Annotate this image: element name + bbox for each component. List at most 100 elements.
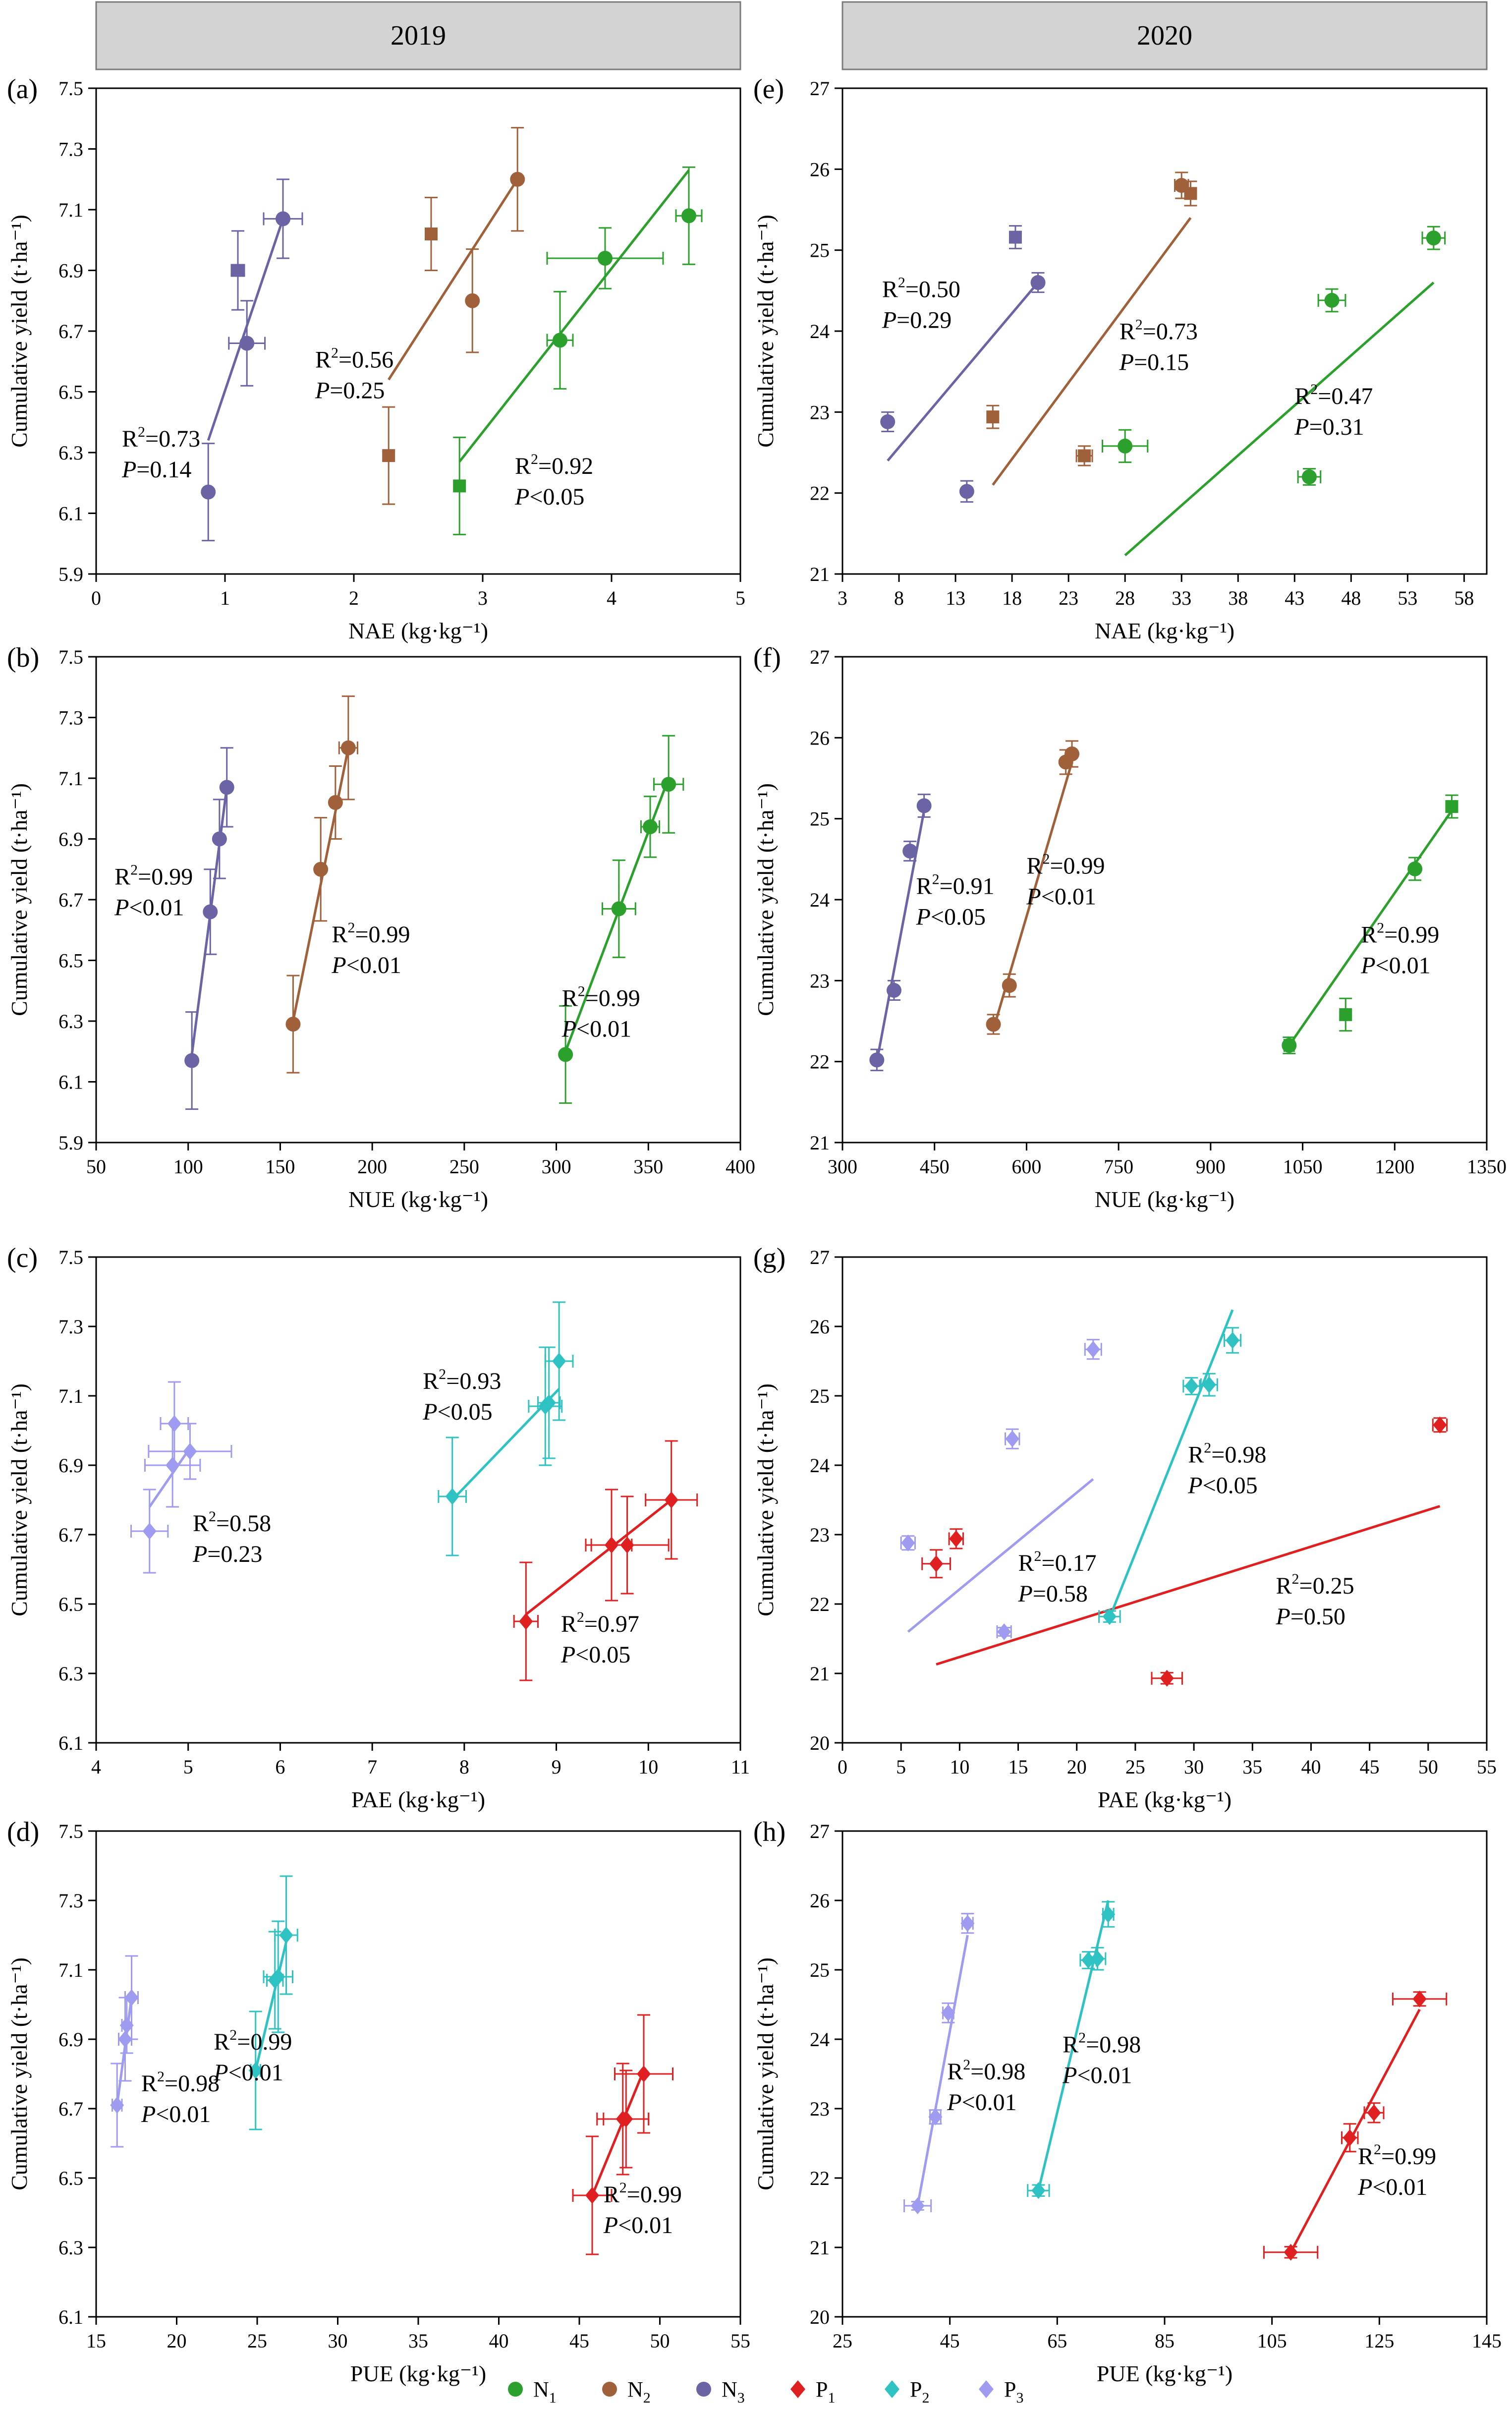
panel-e-point-N3: [1030, 272, 1046, 293]
panel-a-point-N2: [382, 406, 395, 505]
panel-g-xtick-label: 40: [1301, 1756, 1321, 1778]
panel-c-marker-diamond: [519, 1613, 533, 1630]
panel-c-xtick-label: 4: [91, 1756, 101, 1778]
panel-e-annotation-p: P=0.15: [1119, 349, 1189, 375]
panel-d-label: (d): [7, 1817, 39, 1847]
panel-c-marker-diamond: [183, 1443, 197, 1460]
panel-h-xlabel: PUE (kg·kg⁻¹): [1097, 2361, 1232, 2386]
panel-g-annotation-r2: R2=0.25: [1276, 1571, 1354, 1599]
panel-a-marker-square: [231, 264, 244, 277]
panel-a-xtick-label: 1: [220, 587, 230, 609]
panel-d-point-P2: [274, 1875, 298, 1995]
panel-a-point-N2: [425, 197, 438, 271]
panel-f-ytick-label: 21: [810, 1132, 830, 1154]
panel-g-annotation-r2: R2=0.17: [1018, 1548, 1097, 1576]
panel-b-xtick-label: 250: [449, 1155, 479, 1178]
panel-f-label: (f): [753, 642, 781, 673]
panel-g-series-P2: [1098, 1309, 1242, 1625]
panel-a-annotation-sup: 2: [331, 345, 338, 361]
panel-h-fit-line-P3: [916, 1935, 969, 2206]
panel-f-point-N3: [869, 1048, 885, 1072]
panel-a-xtick-label: 2: [349, 587, 359, 609]
panel-e-point-N1: [1102, 429, 1149, 463]
panel-d-annotation-r2-value: =0.99: [237, 2029, 292, 2055]
panel-g-xlabel: PAE (kg·kg⁻¹): [1098, 1787, 1232, 1812]
panel-a-ytick-label: 7.3: [58, 138, 83, 161]
panel-g-xtick-label: 15: [1008, 1756, 1028, 1778]
panel-b-point-N2: [328, 765, 343, 840]
panel-g-fit-line-P2: [1108, 1309, 1234, 1618]
panel-h-marker-diamond: [1343, 2129, 1357, 2146]
panel-h-annotation-p-symbol: P: [1062, 2063, 1077, 2089]
panel-d-marker-diamond: [119, 2017, 134, 2034]
panel-f-ytick-label: 23: [810, 970, 830, 992]
panel-e-xtick-label: 48: [1341, 587, 1361, 609]
panel-e-xtick-label: 3: [838, 587, 847, 609]
panel-a-ytick-label: 6.1: [58, 503, 83, 525]
panel-e-marker-square: [1078, 449, 1091, 462]
panel-c-point-P3: [148, 1423, 232, 1480]
panel-b-xtick-label: 150: [265, 1155, 295, 1178]
panel-d-xtick-label: 15: [86, 2330, 106, 2352]
panel-h-xtick-label: 45: [940, 2330, 960, 2352]
panel-h-annotation-r2-value: =0.98: [1086, 2032, 1141, 2058]
panel-b-ytick-label: 6.1: [58, 1071, 83, 1093]
panel-f-ytick-label: 26: [810, 727, 830, 749]
panel-g-series-P3: [900, 1339, 1102, 1640]
panel-e-xtick-label: 33: [1172, 587, 1191, 609]
panel-b-point-N2: [313, 817, 329, 922]
panel-g-ylabel: Cumulative yield (t·ha⁻¹): [753, 1383, 778, 1616]
panel-a-annotation-p-value: <0.05: [529, 484, 584, 510]
panel-d-xtick-label: 40: [489, 2330, 509, 2352]
panel-g-marker-diamond: [1005, 1430, 1019, 1447]
panel-c-point-P3: [130, 1489, 169, 1574]
panel-b-ytick-label: 7.5: [58, 646, 83, 668]
panel-e-annotation-p: P=0.31: [1294, 414, 1364, 440]
panel-e-point-N3: [1008, 225, 1022, 249]
panel-d-annotation-r2: R2=0.98: [141, 2068, 220, 2097]
panel-c-marker-diamond: [664, 1492, 678, 1508]
panel-a-annotation-p-symbol: P: [514, 484, 529, 510]
panel-c-point-P1: [585, 1495, 670, 1595]
panel-b-annotation-p-value: <0.01: [129, 894, 184, 920]
panel-e-ytick-label: 24: [810, 320, 830, 343]
panel-e-label: (e): [753, 74, 784, 105]
panel-h-point-P3: [903, 2197, 932, 2214]
panel-e-annotation-r2-value: =0.73: [1143, 318, 1198, 344]
panel-f-marker-circle: [902, 844, 918, 859]
panel-a-point-N1: [546, 227, 664, 289]
panel-e: (e)3 8 13 18 23 28 33 38 43 48 53 5821222324252627N…: [753, 74, 1488, 643]
panel-g-xtick-label: 25: [1125, 1756, 1145, 1778]
panel-c-ytick-label: 7.5: [58, 1246, 83, 1268]
legend-marker-circle: [602, 2382, 617, 2397]
panel-a-marker-circle: [239, 336, 255, 351]
panel-e-point-N3: [880, 411, 896, 433]
panel-b-annotation-r2: R2=0.99: [332, 919, 410, 948]
panel-g-xtick-label: 30: [1184, 1756, 1204, 1778]
panel-c-ytick-label: 6.1: [58, 1732, 83, 1754]
panel-g-point-P1: [921, 1549, 951, 1579]
panel-e-annotation-r2: R2=0.50: [882, 274, 960, 302]
panel-h-ytick-label: 27: [810, 1820, 830, 1842]
legend-marker-diamond: [979, 2380, 994, 2398]
column-header-2020-text: 2020: [1137, 20, 1192, 51]
panel-b-point-N2: [285, 975, 301, 1074]
panel-g-xtick-label: 55: [1477, 1756, 1497, 1778]
panel-c-ytick-label: 6.5: [58, 1593, 83, 1615]
panel-d-xtick-label: 30: [328, 2330, 348, 2352]
column-header-2020: 2020: [841, 1, 1488, 70]
panel-c-xtick-label: 8: [459, 1756, 469, 1778]
panel-f-point-N2: [1002, 973, 1017, 998]
panel-h-annotation-r2-value: =0.99: [1381, 2143, 1436, 2170]
panel-e-annotation-p-symbol: P: [1294, 414, 1309, 440]
panel-d-ytick-label: 6.1: [58, 2306, 83, 2328]
panel-b-marker-circle: [212, 831, 227, 847]
panel-c-annotation-r2: R2=0.93: [423, 1366, 501, 1394]
panel-e-fit-line-N3: [887, 282, 1039, 461]
panel-a-marker-square: [425, 228, 438, 240]
panel-g-point-P3: [900, 1534, 916, 1551]
panel-b-annotation-r2: R2=0.99: [562, 983, 640, 1011]
panel-f-marker-circle: [869, 1052, 885, 1068]
panel-e-annotation-sup: 2: [898, 274, 905, 290]
panel-a-annotation-r2: R2=0.73: [122, 424, 200, 452]
